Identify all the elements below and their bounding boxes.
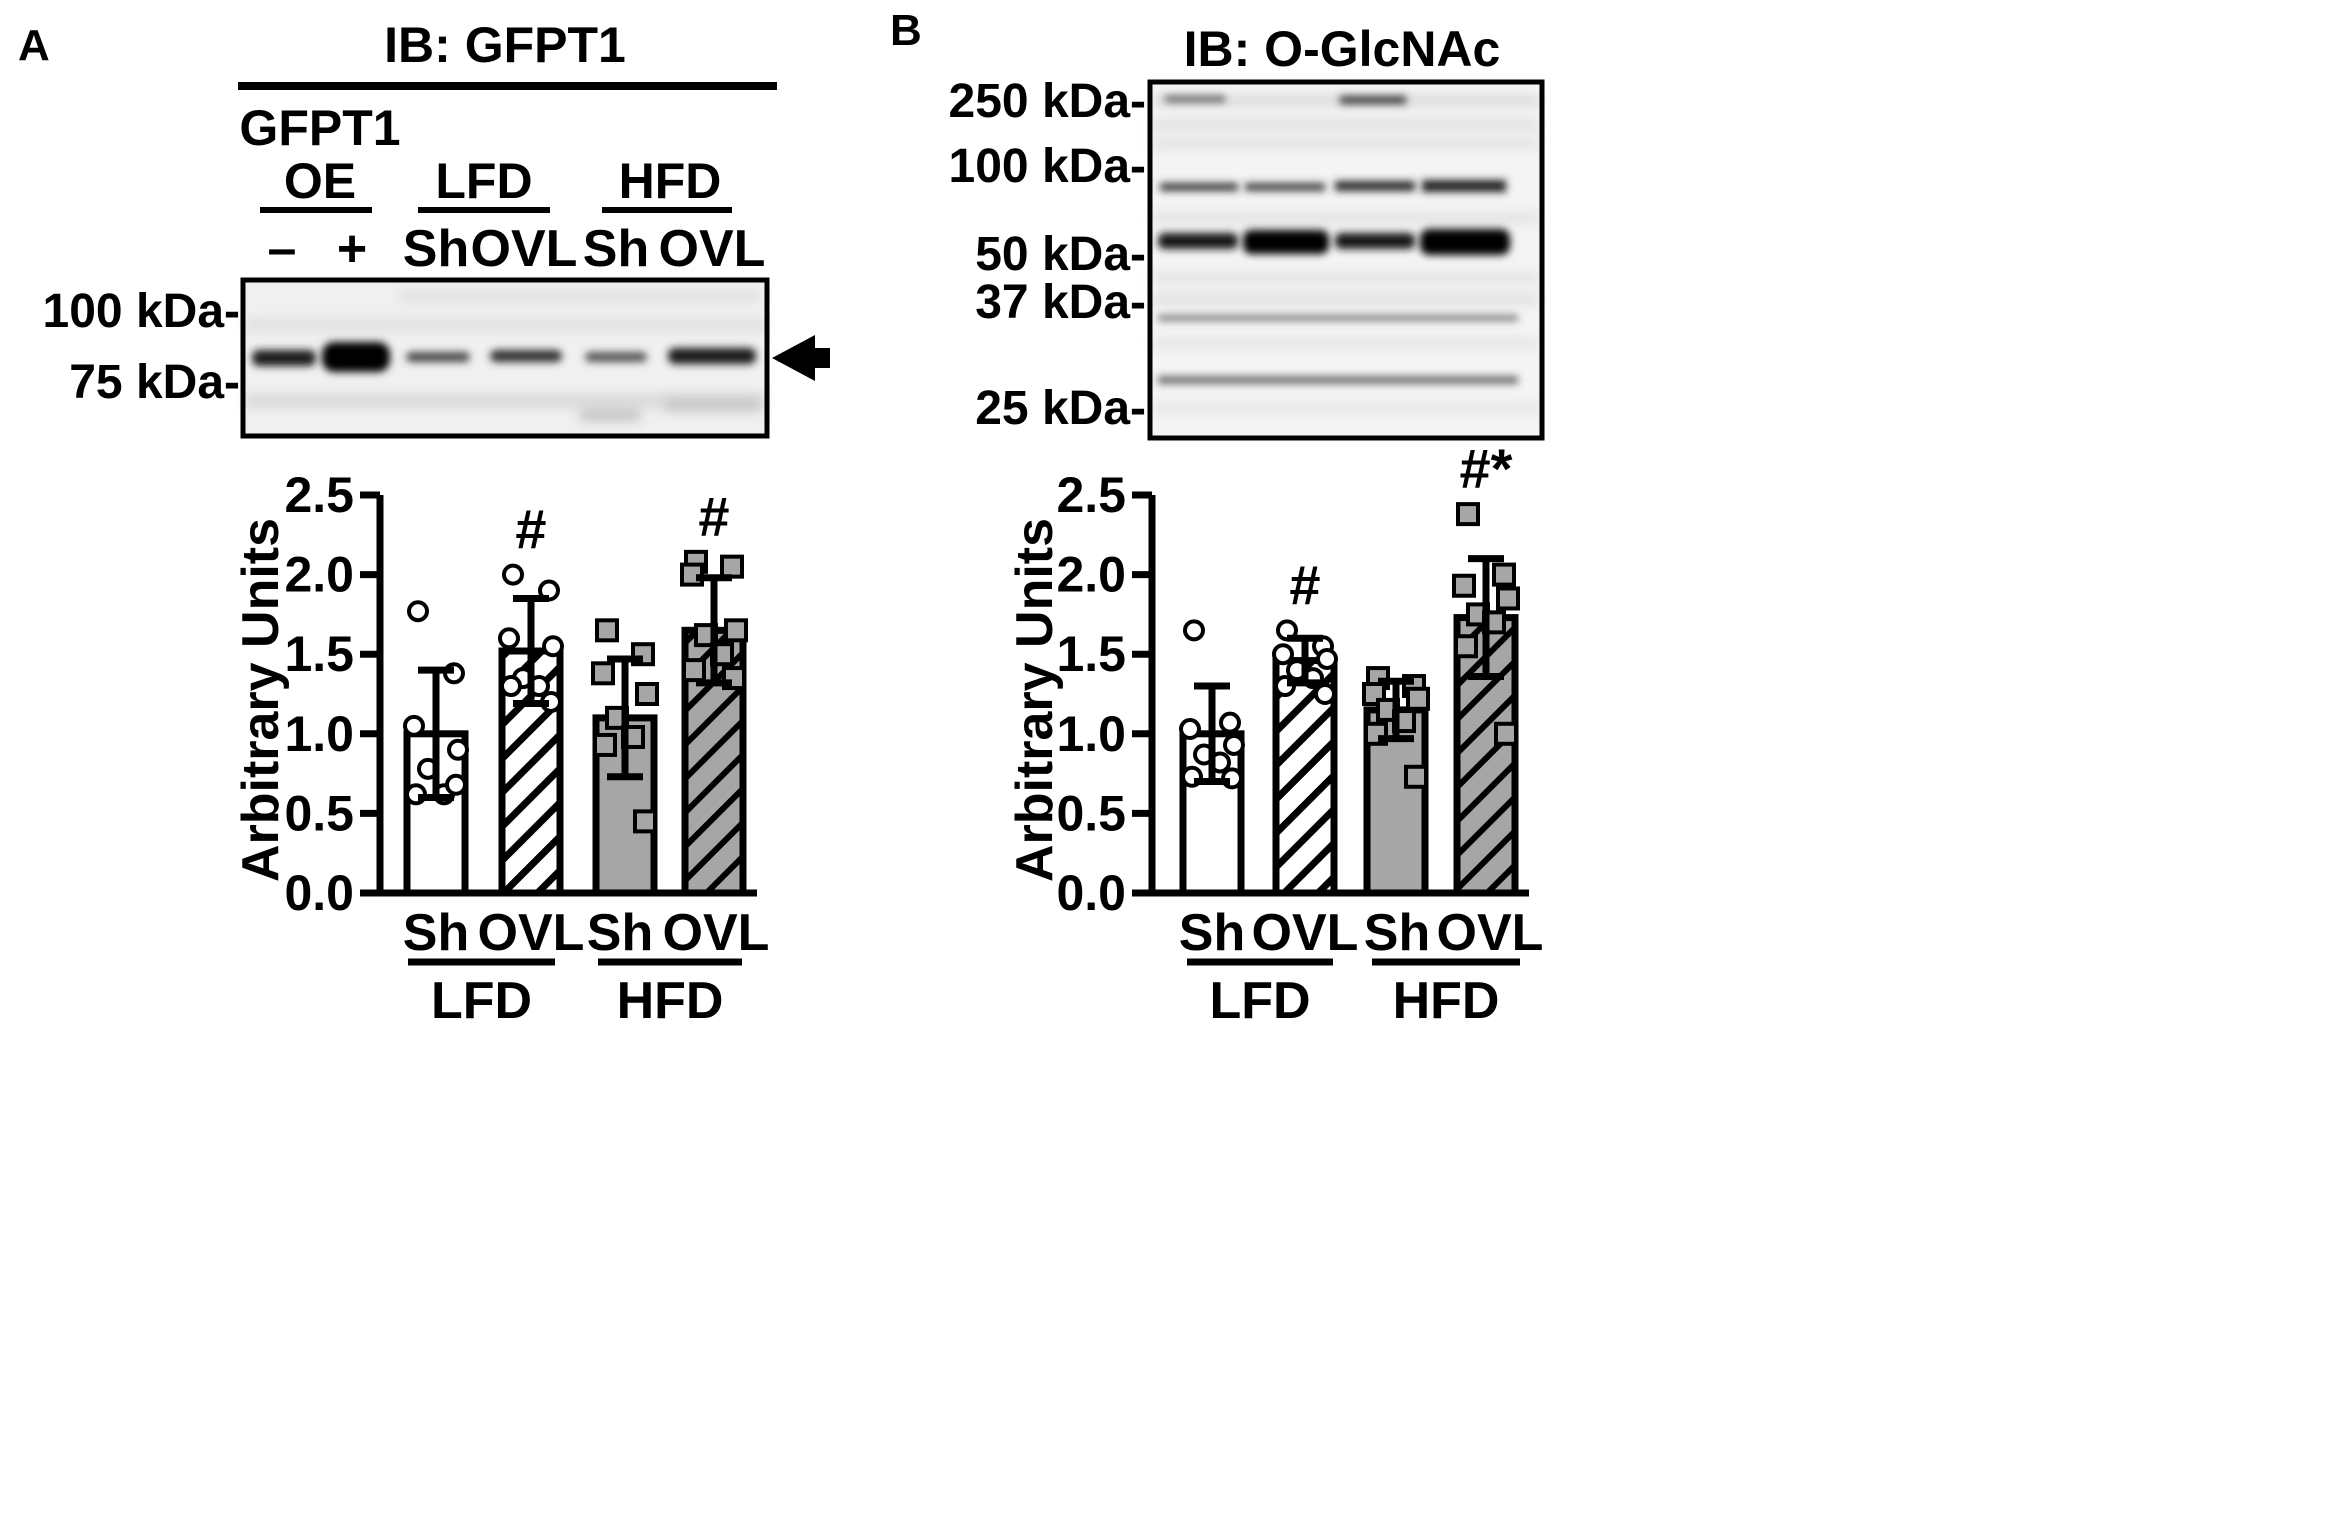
blot-b-title: IB: O-GlcNAc	[1184, 21, 1501, 77]
significance-mark: #	[515, 498, 546, 561]
y-tick-label: 2.5	[1056, 467, 1126, 523]
blot-b-marker-50: 50 kDa-	[975, 228, 1146, 281]
data-point	[1183, 619, 1205, 642]
y-axis-title: Arbitrary Units	[232, 518, 290, 882]
oe-label-line2: OE	[284, 153, 356, 209]
blot-a-title: IB: GFPT1	[384, 17, 626, 73]
group-lfd-label: LFD	[435, 153, 532, 209]
blot-a-marker-100: 100 kDa-	[43, 285, 240, 338]
data-point	[407, 600, 429, 623]
blot-b-marker-25: 25 kDa-	[975, 382, 1146, 435]
group-label: LFD	[431, 972, 532, 1030]
data-point	[498, 627, 520, 650]
x-tick-label: OVL	[1252, 904, 1359, 962]
x-tick-label: OVL	[1437, 904, 1544, 962]
panel-a-label: A	[18, 21, 50, 70]
panel-b: B IB: O-GlcNAc	[890, 6, 1545, 441]
data-point	[595, 618, 619, 643]
lane-oe-plus: +	[337, 220, 367, 278]
data-point	[1316, 647, 1338, 670]
panel-b-label: B	[890, 6, 922, 55]
data-point	[445, 773, 467, 796]
data-point	[1496, 586, 1520, 611]
group-label: HFD	[617, 972, 724, 1030]
data-point	[1219, 711, 1241, 734]
significance-mark: #	[1289, 553, 1320, 616]
blot-a-marker-75: 75 kDa-	[69, 356, 240, 409]
y-tick-label: 1.0	[1056, 706, 1126, 762]
y-tick-label: 0.0	[284, 865, 354, 921]
data-point	[1406, 686, 1430, 711]
significance-mark: #*	[1460, 437, 1513, 500]
data-point	[447, 738, 469, 761]
x-tick-label: Sh	[587, 904, 653, 962]
x-tick-label: Sh	[1364, 904, 1430, 962]
blot-a-image	[240, 277, 770, 439]
data-point	[720, 554, 744, 579]
data-point	[1452, 573, 1476, 598]
blot-b-marker-37: 37 kDa-	[975, 276, 1146, 329]
y-axis-title: Arbitrary Units	[1006, 518, 1064, 882]
lane-sh-1: Sh	[403, 220, 469, 278]
group-label: LFD	[1209, 972, 1310, 1030]
x-tick-label: Sh	[403, 904, 469, 962]
data-point	[502, 563, 524, 586]
data-point	[593, 732, 617, 757]
data-point	[1404, 764, 1428, 789]
y-tick-label: 0.5	[284, 785, 354, 841]
data-point	[591, 661, 615, 686]
blot-b-marker-100: 100 kDa-	[949, 140, 1146, 193]
panel-a: A IB: GFPT1 GFPT1 OE LFD HFD – + Sh OVL …	[18, 17, 830, 439]
y-tick-label: 2.5	[284, 467, 354, 523]
blot-b-image	[1147, 79, 1545, 441]
data-point	[1454, 634, 1478, 659]
lane-ovl-1: OVL	[471, 220, 578, 278]
y-tick-label: 1.0	[284, 706, 354, 762]
y-tick-label: 0.5	[1056, 785, 1126, 841]
data-point	[403, 714, 425, 737]
data-point	[1456, 502, 1480, 527]
data-point	[682, 658, 706, 683]
blot-b-marker-250: 250 kDa-	[949, 75, 1146, 128]
x-tick-label: Sh	[1179, 904, 1245, 962]
lane-ovl-2: OVL	[659, 220, 766, 278]
y-tick-label: 2.0	[1056, 547, 1126, 603]
significance-mark: #	[698, 485, 729, 548]
data-point	[1494, 721, 1518, 746]
band-arrow-icon	[772, 335, 830, 381]
x-tick-label: OVL	[663, 904, 770, 962]
data-point	[635, 682, 659, 706]
data-point	[633, 809, 657, 834]
data-point	[500, 675, 522, 698]
data-point	[1492, 562, 1516, 587]
y-tick-label: 0.0	[1056, 865, 1126, 921]
y-tick-label: 2.0	[284, 547, 354, 603]
group-hfd-label: HFD	[619, 153, 722, 209]
data-point	[1179, 718, 1201, 741]
data-point	[542, 635, 564, 658]
y-tick-label: 1.5	[1056, 626, 1126, 682]
x-tick-label: OVL	[478, 904, 585, 962]
lane-sh-2: Sh	[583, 220, 649, 278]
data-point	[1223, 733, 1245, 756]
lane-oe-minus: –	[268, 220, 297, 278]
oe-label-line1: GFPT1	[239, 100, 400, 156]
data-point	[1272, 643, 1294, 666]
data-point	[1314, 683, 1336, 705]
data-point	[724, 618, 748, 643]
group-label: HFD	[1393, 972, 1500, 1030]
y-tick-label: 1.5	[284, 626, 354, 682]
